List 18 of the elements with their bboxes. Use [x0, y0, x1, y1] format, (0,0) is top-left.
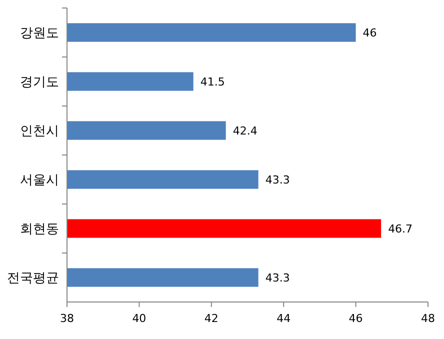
data-label: 46: [362, 26, 377, 40]
y-tick-label: 경기도: [20, 75, 59, 90]
x-tick-label: 42: [204, 312, 218, 325]
x-tick-label: 46: [348, 312, 363, 325]
data-label: 41.5: [200, 75, 225, 88]
data-label: 46.7: [388, 222, 413, 236]
x-tick-label: 48: [421, 312, 435, 325]
y-tick-label: 강원도: [20, 26, 59, 42]
x-tick-label: 38: [60, 312, 74, 325]
y-tick-label: 인천시: [20, 124, 59, 140]
data-label: 43.3: [265, 271, 290, 284]
y-tick-label: 회현동: [20, 222, 59, 238]
y-tick-label: 서울시: [20, 173, 59, 188]
y-tick-label: 전국평균: [7, 271, 59, 286]
x-tick-label: 40: [132, 312, 146, 325]
data-label: 43.3: [265, 173, 290, 186]
x-tick-label: 44: [276, 312, 291, 325]
data-label: 42.4: [232, 124, 258, 138]
